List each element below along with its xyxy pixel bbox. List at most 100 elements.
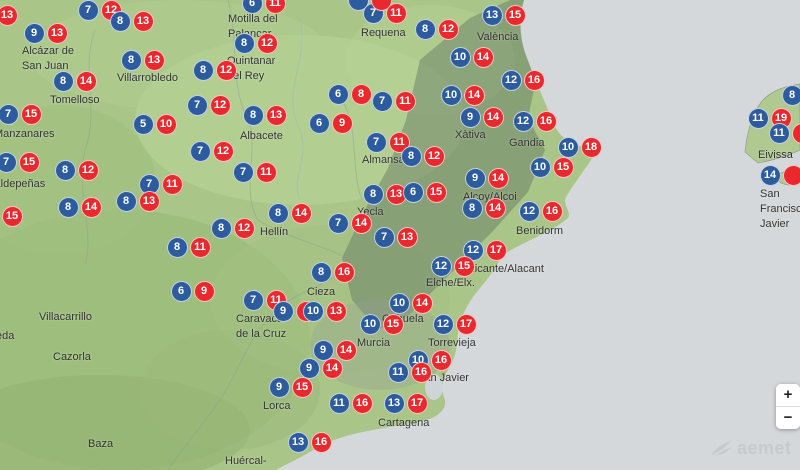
max-temp-circle: 15 — [425, 181, 447, 203]
max-temp-circle: 11 — [385, 2, 407, 24]
min-temp-circle: 12 — [430, 255, 452, 277]
min-temp-circle: 10 — [359, 313, 381, 335]
max-temp-circle: 17 — [406, 392, 428, 414]
place-label: Requena — [361, 27, 406, 39]
max-temp-circle: 14 — [482, 106, 504, 128]
min-temp-circle: 8 — [192, 59, 214, 81]
max-temp-circle: 12 — [437, 18, 459, 40]
max-temp-circle: 15 — [1, 205, 23, 227]
max-temp-circle: 15 — [291, 376, 313, 398]
max-temp-circle: 13 — [138, 190, 160, 212]
min-temp-circle: 8 — [267, 202, 289, 224]
place-label: Almansa — [362, 154, 405, 166]
min-temp-circle: 10 — [302, 300, 324, 322]
min-temp-circle: 6 — [241, 0, 263, 14]
min-temp-circle: 14 — [759, 164, 781, 186]
min-temp-circle: 10 — [557, 136, 579, 158]
min-temp-circle: 9 — [272, 300, 294, 322]
min-temp-circle: 8 — [461, 197, 483, 219]
min-temp-circle: 7 — [0, 103, 19, 125]
max-temp-circle: 16 — [351, 392, 373, 414]
place-label: Valdepeñas — [0, 178, 46, 190]
max-temp-circle: 12 — [423, 145, 445, 167]
aemet-attribution: aemet — [710, 438, 792, 459]
aemet-logo-icon — [711, 440, 732, 456]
min-temp-circle: 8 — [166, 236, 188, 258]
min-temp-circle: 9 — [312, 339, 334, 361]
place-label: SanFranciscoJavier — [760, 188, 800, 230]
place-label: Xàtiva — [455, 129, 486, 141]
min-temp-circle: 10 — [388, 292, 410, 314]
min-temp-circle: 11 — [387, 361, 409, 383]
max-temp-circle: 9 — [331, 112, 353, 134]
zoom-out-button[interactable]: − — [776, 407, 800, 429]
max-temp-circle — [791, 122, 800, 144]
max-temp-circle: 12 — [209, 94, 231, 116]
min-temp-circle: 13 — [481, 4, 503, 26]
max-temp-circle: 15 — [504, 4, 526, 26]
min-temp-circle: 6 — [327, 83, 349, 105]
max-temp-circle: 15 — [453, 255, 475, 277]
max-temp-circle: 13 — [143, 49, 165, 71]
min-temp-circle: 8 — [362, 183, 384, 205]
max-temp-circle: 13 — [46, 22, 68, 44]
max-temp-circle: 11 — [394, 90, 416, 112]
place-label: Baza — [88, 438, 114, 450]
max-temp-circle: 13 — [325, 300, 347, 322]
max-temp-circle: 14 — [487, 167, 509, 189]
min-temp-circle: 5 — [132, 113, 154, 135]
min-temp-circle: 8 — [52, 70, 74, 92]
min-temp-circle: 8 — [120, 49, 142, 71]
max-temp-circle: 13 — [132, 10, 154, 32]
min-temp-circle: 7 — [365, 131, 387, 153]
max-temp-circle: 17 — [455, 313, 477, 335]
max-temp-circle: 14 — [335, 339, 357, 361]
place-label: Cartagena — [378, 417, 430, 429]
map-zoom-control: + − — [776, 384, 800, 429]
min-temp-circle: 13 — [383, 392, 405, 414]
min-temp-circle: 10 — [449, 46, 471, 68]
min-temp-circle: 8 — [400, 145, 422, 167]
min-temp-circle: 8 — [115, 190, 137, 212]
min-temp-circle: 6 — [170, 280, 192, 302]
place-label: Cieza — [307, 286, 336, 298]
max-temp-circle: 15 — [20, 103, 42, 125]
max-temp-circle: 11 — [264, 0, 286, 14]
max-temp-circle: 14 — [75, 70, 97, 92]
min-temp-circle: 7 — [77, 0, 99, 21]
max-temp-circle — [782, 164, 800, 186]
min-temp-circle: 7 — [232, 161, 254, 183]
min-temp-circle: 8 — [242, 104, 264, 126]
place-label: València — [477, 31, 519, 43]
min-temp-circle: 8 — [310, 261, 332, 283]
min-temp-circle: 8 — [57, 196, 79, 218]
place-label: Albacete — [240, 130, 283, 142]
min-temp-circle: 8 — [781, 84, 800, 106]
min-temp-circle: 11 — [328, 392, 350, 414]
min-temp-circle: 9 — [459, 106, 481, 128]
max-temp-circle: 15 — [382, 313, 404, 335]
max-temp-circle: 12 — [212, 140, 234, 162]
max-temp-circle: 10 — [155, 113, 177, 135]
place-label: Caravaca de la Cruz — [236, 313, 287, 340]
min-temp-circle: 8 — [210, 217, 232, 239]
max-temp-circle: 16 — [535, 110, 557, 132]
max-temp-circle: 13 — [396, 226, 418, 248]
place-label: Murcia — [357, 337, 391, 349]
min-temp-circle: 9 — [464, 167, 486, 189]
max-temp-circle: 16 — [333, 261, 355, 283]
place-label: Hellín — [260, 226, 289, 238]
min-temp-circle: 7 — [189, 140, 211, 162]
min-temp-circle: 6 — [308, 112, 330, 134]
min-temp-circle: 9 — [23, 22, 45, 44]
max-temp-circle: 16 — [523, 69, 545, 91]
max-temp-circle: 12 — [77, 159, 99, 181]
place-label: Torrevieja — [428, 337, 476, 349]
zoom-in-button[interactable]: + — [776, 384, 800, 406]
place-label: Villarrobledo — [117, 72, 178, 84]
place-label: Gandia — [509, 137, 545, 149]
max-temp-circle: 13 — [265, 104, 287, 126]
max-temp-circle: 15 — [552, 156, 574, 178]
